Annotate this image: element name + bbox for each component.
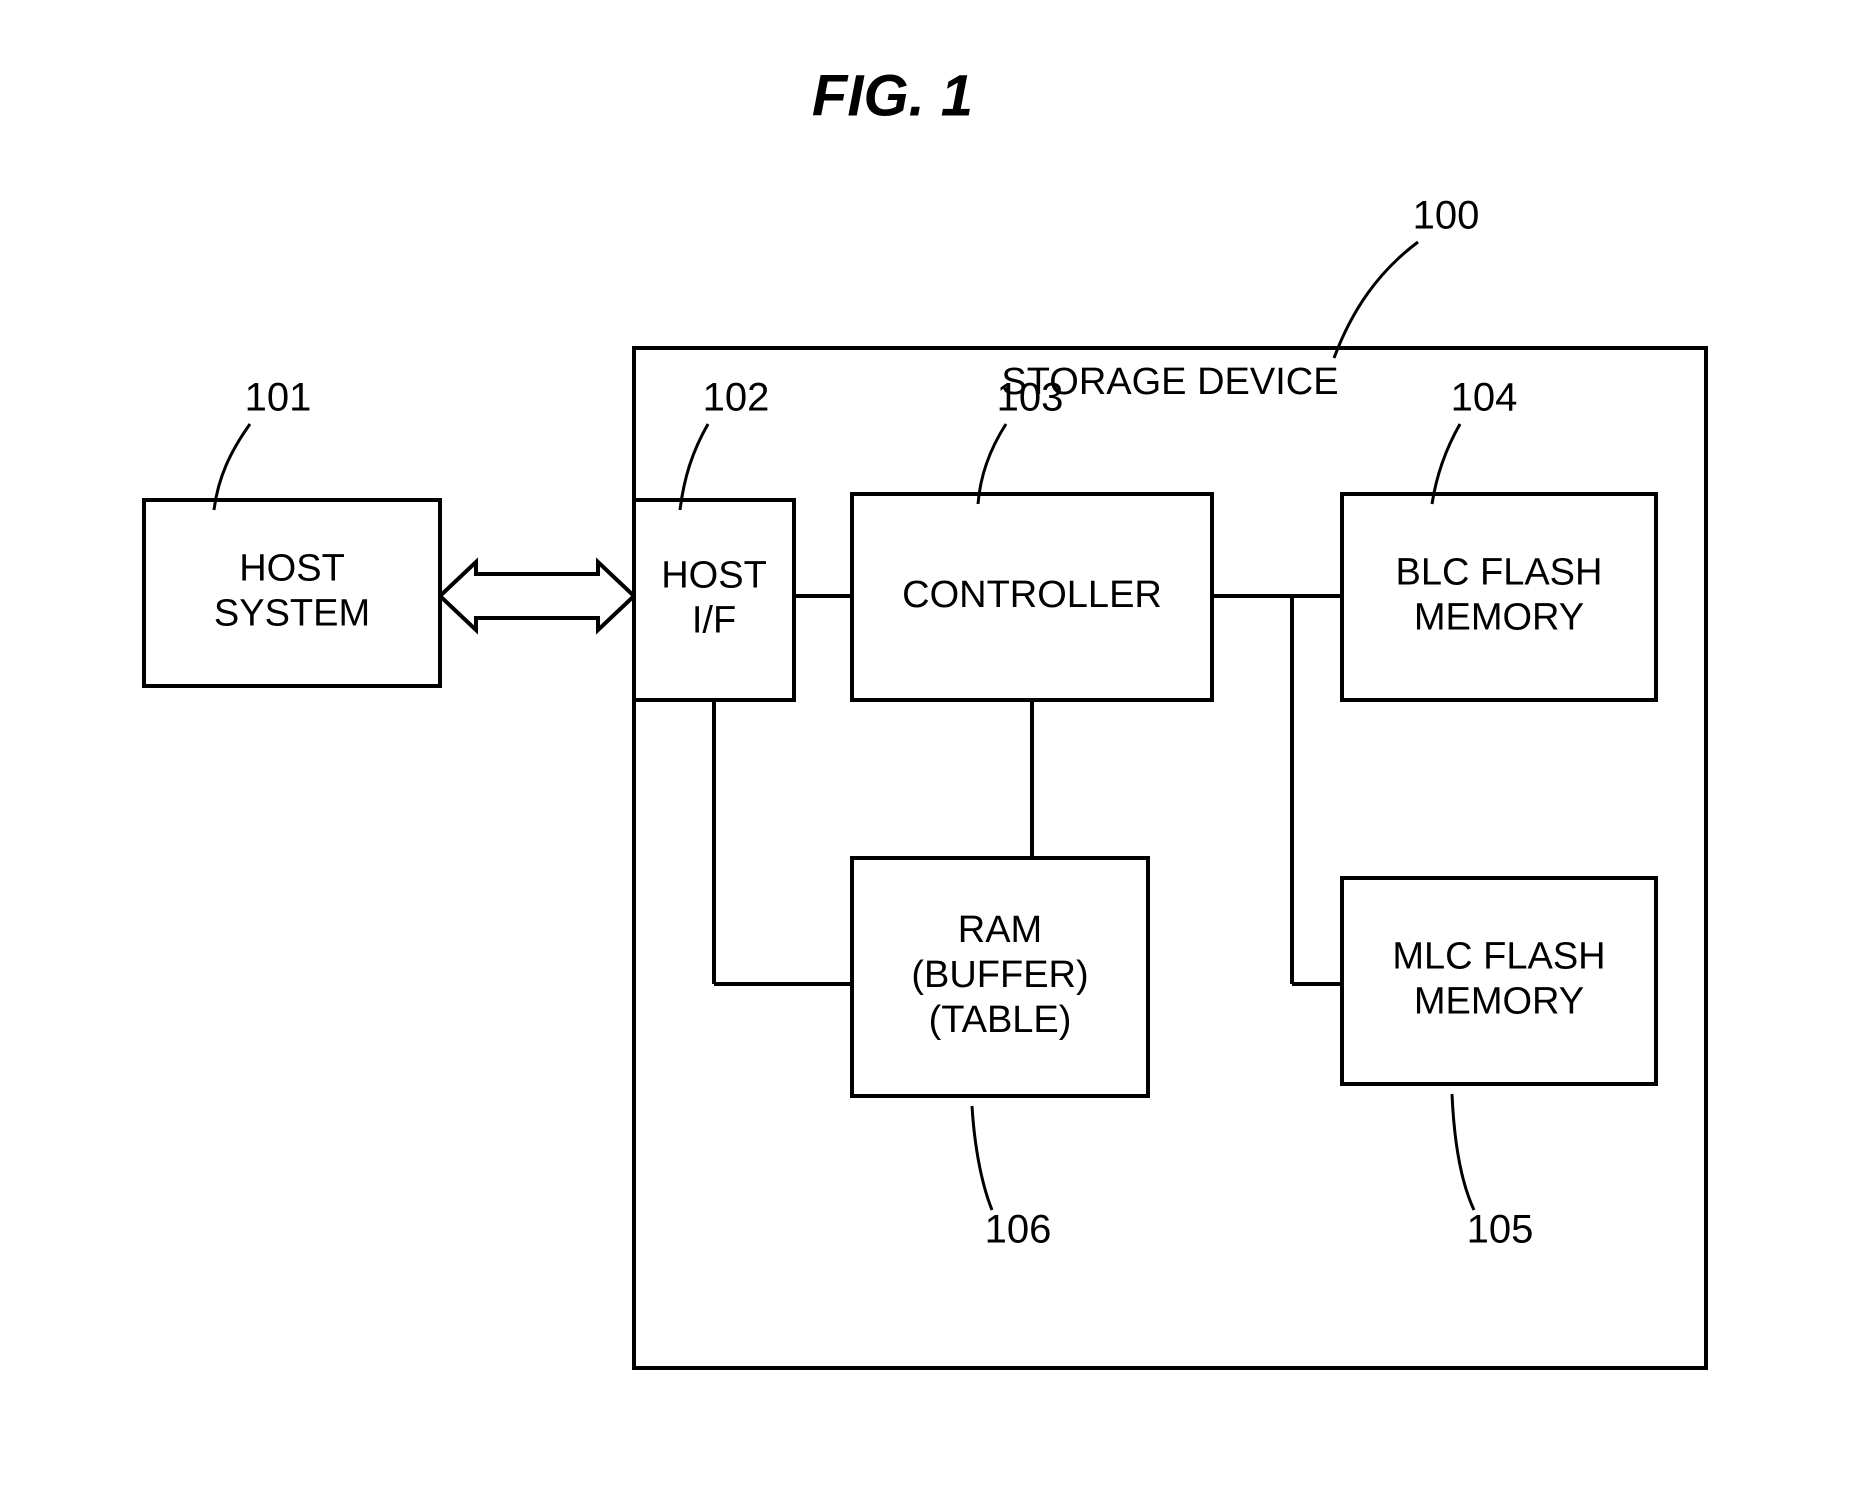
svg-text:100: 100 <box>1413 194 1480 238</box>
svg-text:HOST: HOST <box>239 548 345 590</box>
svg-text:(TABLE): (TABLE) <box>929 999 1072 1041</box>
block-diagram: FIG. 1STORAGE DEVICEHOSTSYSTEMHOSTI/FCON… <box>0 0 1865 1496</box>
svg-text:HOST: HOST <box>661 555 767 597</box>
svg-text:103: 103 <box>997 376 1064 420</box>
svg-text:106: 106 <box>985 1208 1052 1252</box>
svg-text:RAM: RAM <box>958 909 1042 951</box>
svg-text:105: 105 <box>1467 1208 1534 1252</box>
svg-text:(BUFFER): (BUFFER) <box>911 954 1088 996</box>
svg-text:CONTROLLER: CONTROLLER <box>902 574 1162 616</box>
svg-text:FIG. 1: FIG. 1 <box>812 63 973 128</box>
svg-text:BLC FLASH: BLC FLASH <box>1396 552 1603 594</box>
svg-text:SYSTEM: SYSTEM <box>214 592 370 634</box>
svg-text:MLC FLASH: MLC FLASH <box>1392 936 1605 978</box>
svg-text:104: 104 <box>1451 376 1518 420</box>
svg-text:MEMORY: MEMORY <box>1414 980 1584 1022</box>
svg-text:MEMORY: MEMORY <box>1414 596 1584 638</box>
svg-text:I/F: I/F <box>692 599 736 641</box>
svg-text:102: 102 <box>703 376 770 420</box>
svg-text:101: 101 <box>245 376 312 420</box>
